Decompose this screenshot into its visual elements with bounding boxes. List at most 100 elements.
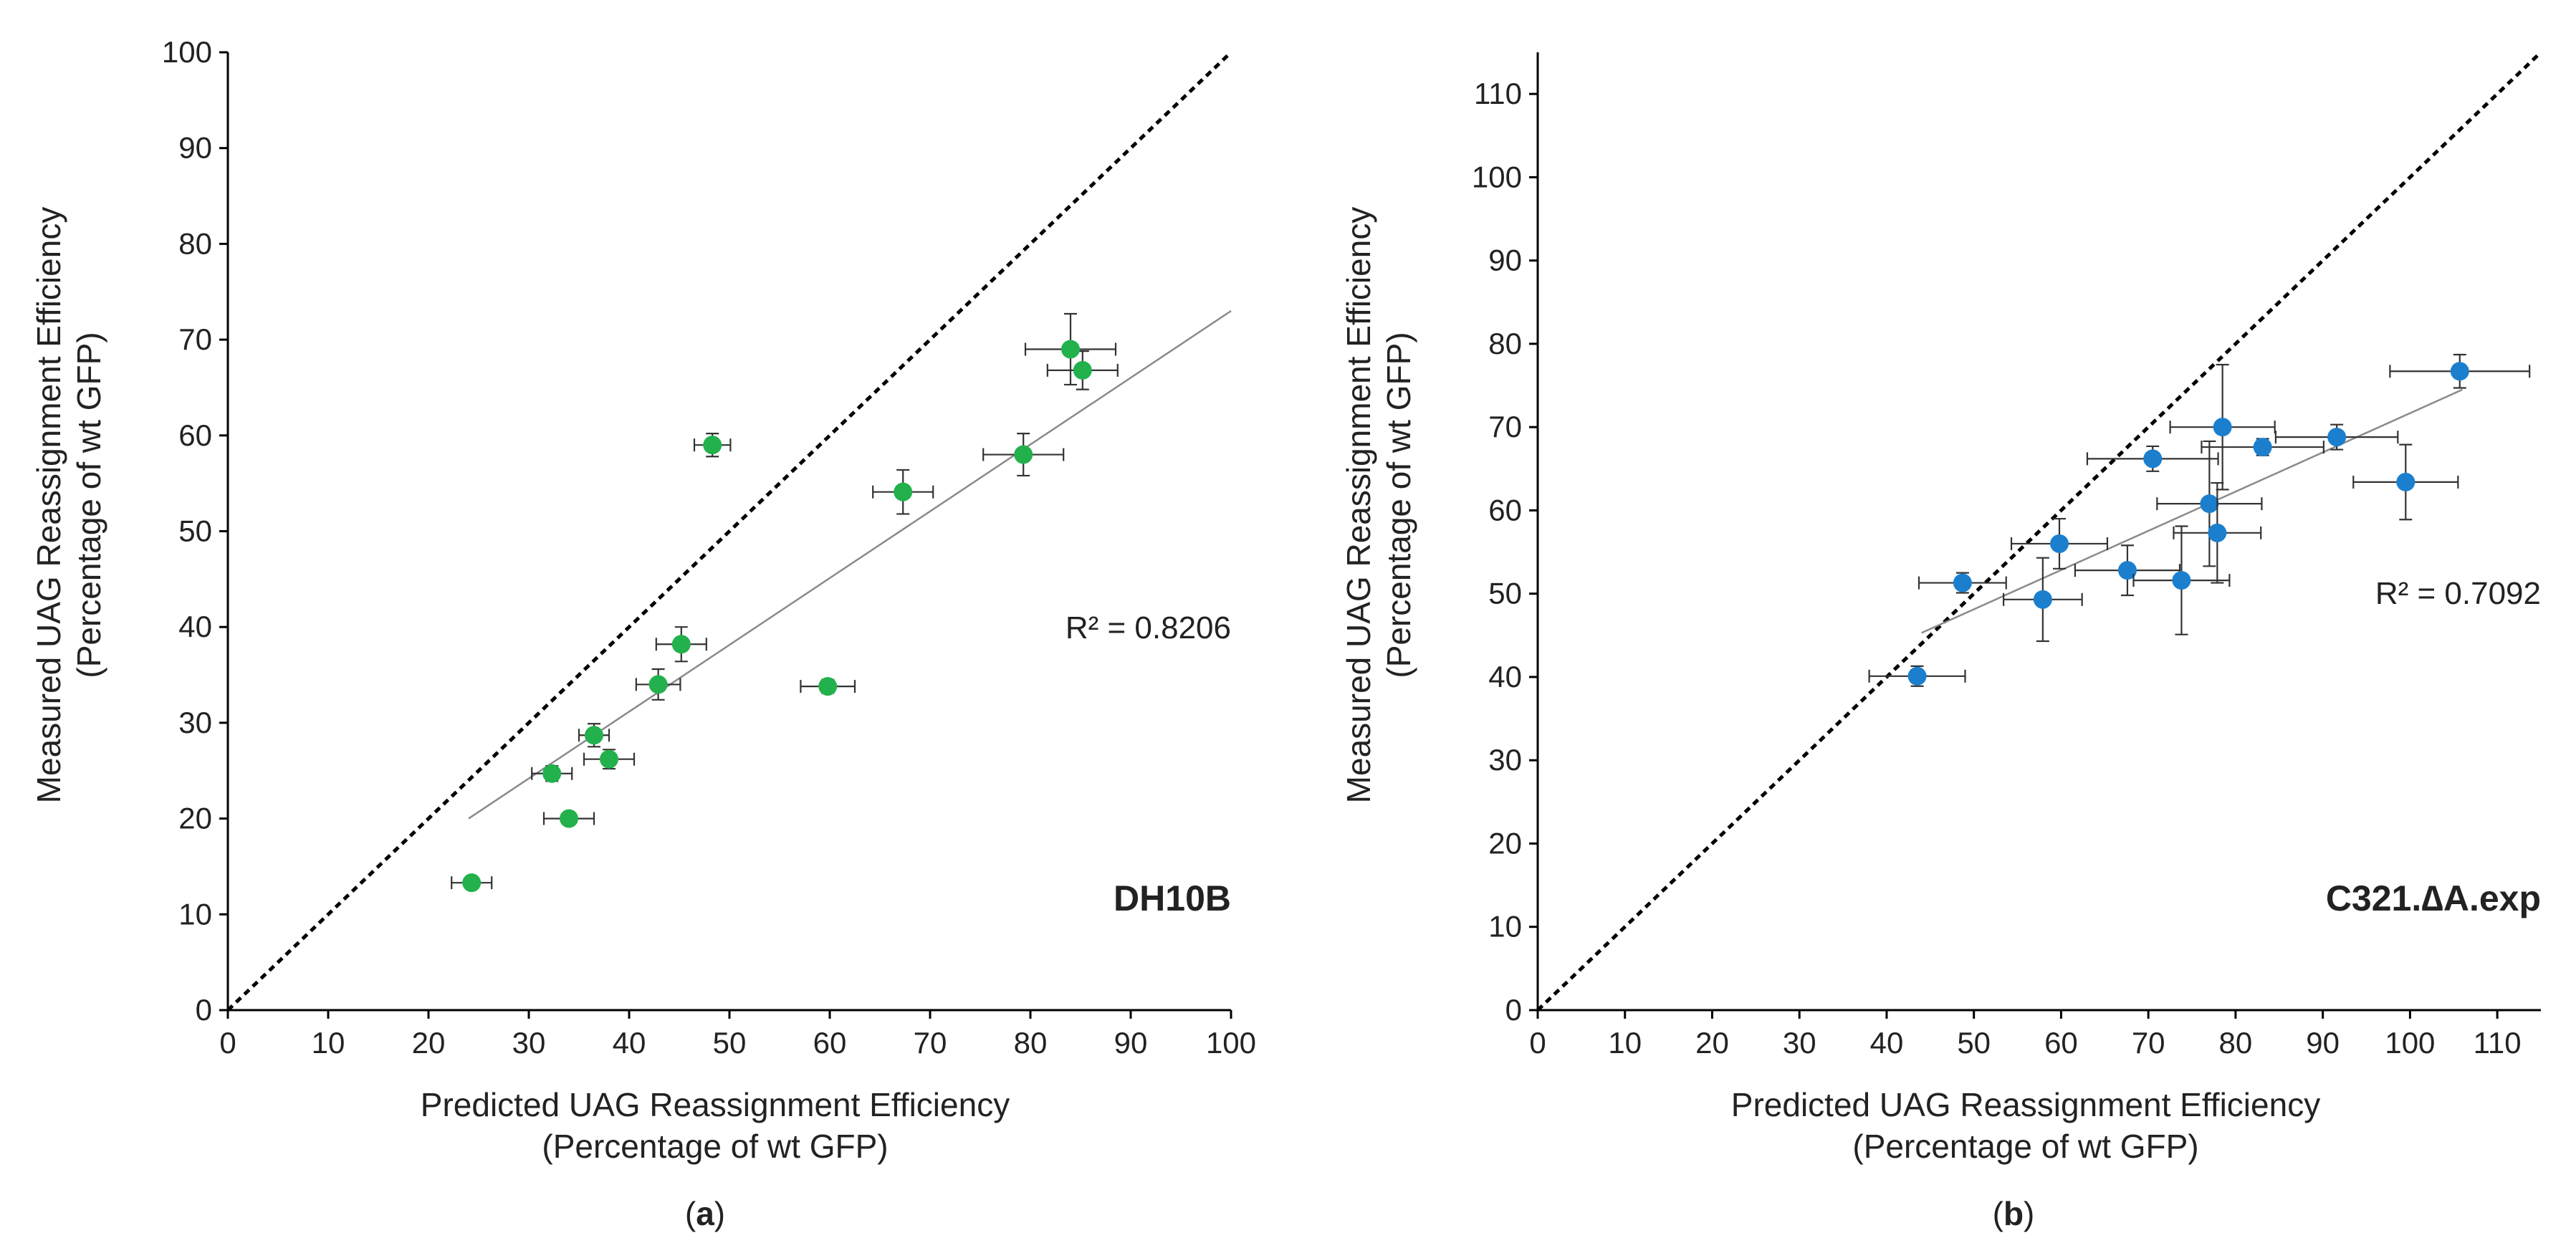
point-marker — [2327, 428, 2347, 447]
panel-a-x-tick-label: 30 — [512, 1026, 546, 1060]
panel-a-strain-label: DH10B — [1114, 878, 1231, 918]
panel-a-x-tick-label: 60 — [813, 1026, 847, 1060]
panel-b-strain-label: C321.∆A.exp — [2326, 878, 2541, 918]
panel-a-identity-line — [226, 51, 1232, 1012]
point-marker — [2033, 590, 2052, 609]
panel-b-caption: (b) — [1993, 1195, 2035, 1232]
panel-a-x-tick-label: 70 — [914, 1026, 947, 1060]
panel-a-data-point-4 — [583, 749, 636, 770]
panel-a-caption-letter: a — [696, 1195, 714, 1232]
panel-b-identity-line — [1536, 51, 2542, 1012]
panel-b-y-tick-label: 20 — [1488, 826, 1522, 860]
panel-a-chart: 0 10 20 30 40 50 60 70 80 90 100 0 10 20 30 40 50 60 70 80 9… — [30, 35, 1256, 1232]
panel-a-data-point-8 — [655, 626, 707, 663]
panel-b-data-point-13 — [2352, 443, 2459, 521]
panel-a-x-tick-label: 40 — [613, 1026, 646, 1060]
panel-a-data-point-6 — [635, 668, 681, 701]
panel-b-data-point-2 — [1917, 572, 2007, 594]
panel-a-y-axis-subtitle: (Percentage of wt GFP) — [70, 332, 107, 678]
panel-b-y-tick-label: 60 — [1488, 493, 1522, 527]
panel-a-data-point-9 — [872, 469, 934, 515]
panel-a-x-axis-title: Predicted UAG Reassignment Efficiency — [421, 1086, 1010, 1123]
panel-a-data-point-12 — [1046, 350, 1119, 390]
panel-a-y-tick-label: 90 — [178, 131, 212, 165]
panel-a-x-tick-label: 100 — [1206, 1026, 1256, 1060]
point-marker — [462, 873, 482, 893]
panel-a-y-tick-label: 80 — [178, 226, 212, 260]
point-marker — [560, 809, 578, 828]
panel-b-x-tick-label: 110 — [2474, 1026, 2522, 1060]
panel-b-data-point-5 — [2074, 544, 2181, 597]
point-marker — [648, 675, 668, 694]
panel-b-data-point-8 — [2156, 440, 2263, 567]
panel-b-x-tick-label: 100 — [2385, 1026, 2435, 1060]
panel-b-y-tick-label: 90 — [1488, 244, 1522, 277]
point-marker — [818, 677, 838, 696]
point-marker — [1907, 666, 1927, 686]
panel-b-y-axis-subtitle: (Percentage of wt GFP) — [1380, 332, 1417, 678]
panel-b-x-axis-title: Predicted UAG Reassignment Efficiency — [1731, 1086, 2320, 1123]
panel-a-x-tick-label: 80 — [1014, 1026, 1048, 1060]
panel-a-data-point-2 — [542, 809, 595, 828]
panel-a-y-tick-label: 20 — [178, 802, 212, 835]
panel-a-y-tick-label: 60 — [178, 418, 212, 452]
point-marker — [2200, 494, 2219, 514]
panel-b-data-point-12 — [2274, 423, 2399, 451]
panel-a-r-squared: R² = 0.8206 — [1066, 610, 1231, 645]
panel-b-y-tick-label: 80 — [1488, 327, 1522, 360]
panel-b-y-tick-label: 30 — [1488, 743, 1522, 777]
panel-b-y-tick-label: 10 — [1488, 910, 1522, 944]
panel-a-x-tick-label: 90 — [1114, 1026, 1148, 1060]
panel-b-data-point-9 — [2173, 481, 2262, 584]
panel-b-data-point-1 — [1868, 665, 1966, 687]
panel-a-x-tick-label: 0 — [219, 1026, 236, 1060]
panel-b-data-point-14 — [2389, 353, 2531, 389]
panel-a-y-tick-label: 40 — [178, 610, 212, 643]
panel-b-r-squared: R² = 0.7092 — [2375, 576, 2541, 611]
panel-a-y-tick-label: 10 — [178, 897, 212, 931]
panel-b-y-tick-label: 70 — [1488, 410, 1522, 443]
point-marker — [1014, 445, 1033, 464]
point-marker — [703, 436, 722, 455]
panel-a-data-point-1 — [451, 873, 493, 893]
panel-b-x-tick-label: 90 — [2306, 1026, 2340, 1060]
point-marker — [2253, 438, 2272, 457]
point-marker — [2208, 523, 2227, 542]
panel-b-trendline — [1921, 388, 2463, 634]
panel-b-chart: 0 10 20 30 40 50 60 70 80 90 100 110 0 10 20 30 40 50 60 70… — [1340, 51, 2542, 1232]
panel-a-data-point-3 — [531, 764, 573, 783]
panel-b-x-axis-subtitle: (Percentage of wt GFP) — [1852, 1128, 2198, 1165]
panel-b-x-tick-label: 20 — [1695, 1026, 1729, 1060]
panel-a-x-tick-label: 20 — [412, 1026, 446, 1060]
point-marker — [671, 635, 691, 654]
point-marker — [894, 482, 913, 501]
panel-b-data-point-7 — [2086, 445, 2219, 472]
point-marker — [542, 764, 562, 783]
panel-b-x-tick-label: 60 — [2044, 1026, 2078, 1060]
panel-b-x-tick-label: 30 — [1783, 1026, 1816, 1060]
panel-b-y-tick-label: 50 — [1488, 577, 1522, 610]
panel-a-caption: (a) — [685, 1195, 725, 1232]
point-marker — [1953, 573, 1972, 592]
panel-a-data-point-7 — [800, 677, 856, 696]
point-marker — [2050, 534, 2069, 553]
point-marker — [1061, 340, 1080, 359]
panel-b-x-tick-label: 80 — [2219, 1026, 2253, 1060]
point-marker — [585, 726, 603, 745]
panel-a-trendline — [468, 309, 1232, 820]
panel-a-x-tick-label: 50 — [713, 1026, 747, 1060]
panel-a-plot-area: 0 10 20 30 40 50 60 70 80 90 100 0 10 20 30 40 50 60 70 80 9… — [162, 35, 1256, 1060]
panel-a-y-tick-label: 0 — [196, 993, 212, 1027]
panel-b-caption-letter: b — [2003, 1195, 2024, 1232]
panel-a-y-tick-label: 70 — [178, 322, 212, 356]
panel-b-x-tick-label: 50 — [1957, 1026, 1991, 1060]
point-marker — [2172, 571, 2191, 590]
panel-b-y-axis-title: Measured UAG Reassignment Efficiency — [1340, 207, 1377, 804]
panel-b-data-point-4 — [2010, 517, 2109, 570]
panel-b-y-tick-label: 40 — [1488, 660, 1522, 693]
panel-a-y-tick-label: 30 — [178, 706, 212, 739]
point-marker — [2117, 561, 2137, 580]
panel-b-x-tick-label: 10 — [1608, 1026, 1642, 1060]
panel-a-y-tick-label: 100 — [162, 35, 212, 69]
